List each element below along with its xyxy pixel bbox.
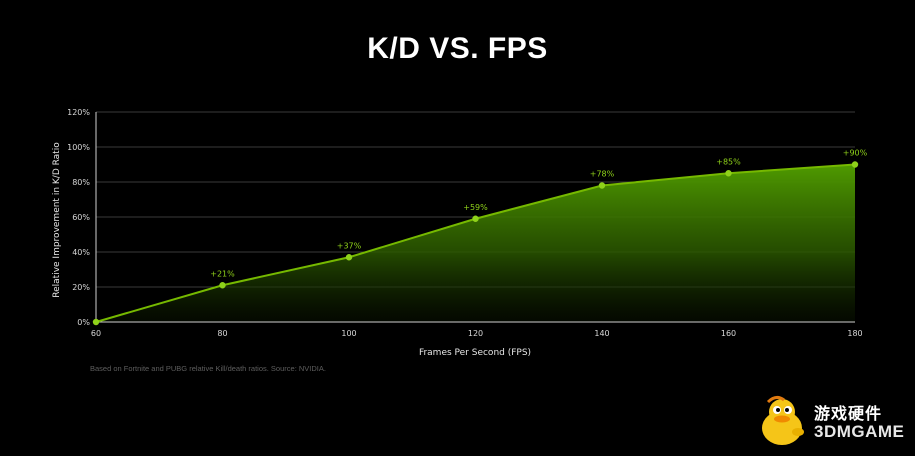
y-tick-labels: 0% 20% 40% 60% 80% 100% 120% [67,108,90,327]
data-point [472,215,479,222]
y-tick-label: 120% [67,108,90,117]
watermark: 游戏硬件 3DMGAME [752,392,912,452]
data-point [345,254,353,261]
x-tick-label: 160 [721,329,736,338]
y-tick-label: 20% [72,283,90,292]
data-labels: +21% +37% +59% +78% +85% +90% [210,149,867,279]
area-fill [96,164,855,322]
y-tick-label: 60% [72,213,90,222]
x-axis-label: Frames Per Second (FPS) [419,348,531,358]
data-label: +90% [843,149,868,158]
x-tick-label: 100 [341,329,356,338]
data-label: +37% [337,241,362,250]
x-tick-label: 60 [91,329,101,338]
data-label: +78% [590,170,615,179]
data-point [725,170,732,177]
x-tick-label: 180 [847,329,862,338]
watermark-english: 3DMGAME [814,422,905,441]
data-label: +21% [210,269,235,278]
x-tick-labels: 60 80 100 120 140 160 180 [91,329,863,338]
data-label: +85% [716,157,741,166]
chart-title: K/D VS. FPS [367,32,548,65]
x-tick-label: 120 [468,329,483,338]
area-fill-path [96,164,855,322]
duck-mascot-icon [762,395,804,445]
y-axis-label: Relative Improvement in K/D Ratio [52,142,62,298]
y-tick-label: 0% [77,318,90,327]
watermark-chinese: 游戏硬件 [814,404,883,423]
data-point [219,282,226,289]
x-tick-label: 140 [594,329,609,338]
data-points [92,161,859,326]
x-tick-label: 80 [217,329,227,338]
data-point [598,182,606,189]
source-note: Based on Fortnite and PUBG relative Kill… [90,364,326,373]
axes [95,112,855,323]
y-tick-label: 100% [67,143,90,152]
y-tick-label: 40% [72,248,90,257]
data-point [92,318,100,326]
data-point [851,161,859,168]
data-label: +59% [463,203,488,212]
y-tick-label: 80% [72,178,90,187]
